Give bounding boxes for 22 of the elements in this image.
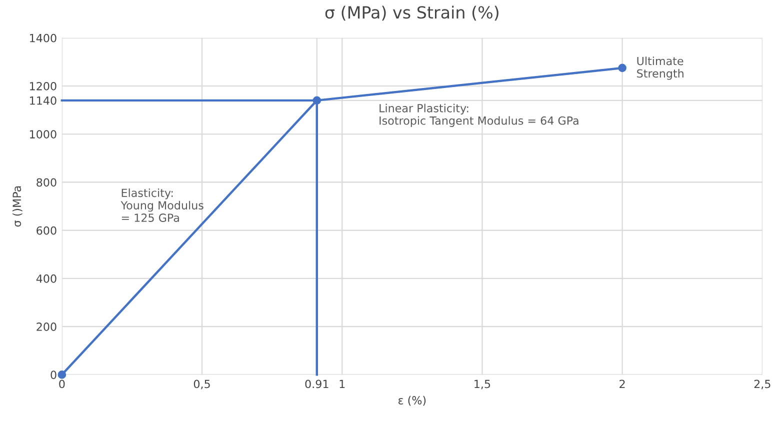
y-axis-title: σ ()MPa <box>12 186 22 227</box>
y-tick-label: 1200 <box>30 82 56 90</box>
y-tick-label: 1400 <box>30 34 56 42</box>
y-tick-label: 0 <box>50 370 56 380</box>
x-tick-label: 1 <box>340 380 345 388</box>
annotation: Ultimate Strength <box>637 56 684 80</box>
y-tick-label: 1140 <box>30 96 56 105</box>
x-tick-label: 0.91 <box>305 380 328 388</box>
chart-title: σ (MPa) vs Strain (%) <box>325 6 498 21</box>
y-tick-label: 400 <box>36 274 56 283</box>
y-tick-label: 1000 <box>30 130 56 138</box>
x-tick-label: 2,5 <box>754 380 770 390</box>
x-axis-title: ε (%) <box>398 396 426 406</box>
annotation: Elasticity: Young Modulus = 125 GPa <box>120 188 204 222</box>
x-tick-label: 2 <box>620 380 625 388</box>
x-tick-label: 1,5 <box>474 380 490 390</box>
x-tick-label: 0 <box>59 380 65 388</box>
y-tick-label: 600 <box>36 226 56 235</box>
y-tick-label: 200 <box>36 322 56 331</box>
x-tick-label: 0,5 <box>194 380 210 390</box>
annotation: Linear Plasticity: Isotropic Tangent Modulus = 64 GPa <box>380 104 578 127</box>
y-tick-label: 800 <box>36 178 56 187</box>
